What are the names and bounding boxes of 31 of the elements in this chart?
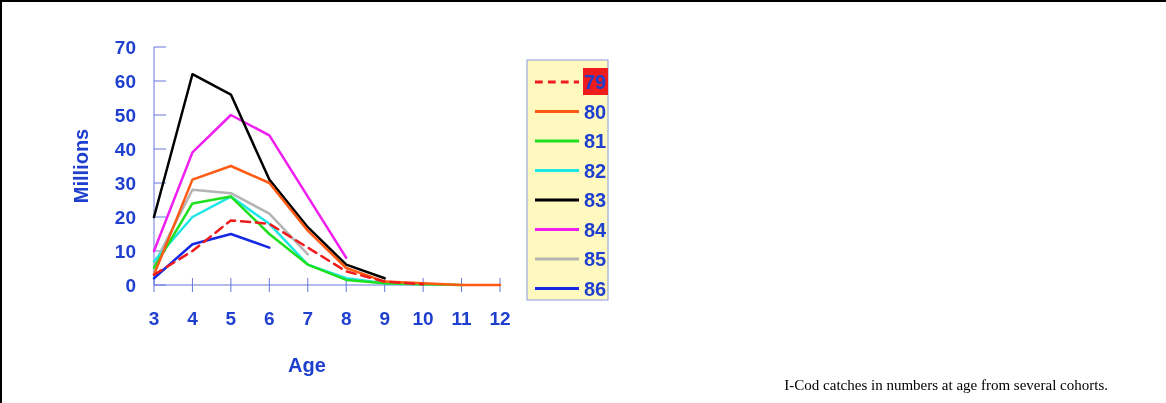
legend-label: 85 xyxy=(584,248,607,270)
y-tick-label: 40 xyxy=(114,138,136,160)
x-axis-title: Age xyxy=(288,354,326,376)
y-tick-label: 70 xyxy=(114,36,136,58)
y-axis-title: Millions xyxy=(70,128,92,204)
legend-label: 83 xyxy=(584,189,607,211)
x-tick-label: 6 xyxy=(264,308,275,329)
x-tick-label: 12 xyxy=(489,308,511,329)
x-tick-label: 4 xyxy=(187,308,199,329)
y-tick-label: 50 xyxy=(114,104,136,126)
x-tick-label: 5 xyxy=(225,308,237,329)
line-series xyxy=(152,72,386,280)
x-tick-label: 3 xyxy=(148,308,160,329)
y-tick-label: 60 xyxy=(114,70,136,92)
x-tick-label: 7 xyxy=(302,308,314,329)
text: I-Cod catches in numbers at age from several cohorts. xyxy=(784,377,1108,393)
line-series xyxy=(152,219,425,286)
x-tick-label: 10 xyxy=(412,308,434,329)
x-tick-label: 11 xyxy=(451,308,473,329)
line-series xyxy=(152,113,348,260)
legend-label: 80 xyxy=(584,100,607,123)
legend-label: 82 xyxy=(584,159,607,182)
legend-label: 84 xyxy=(584,218,608,241)
y-tick-label: 20 xyxy=(114,206,136,228)
x-tick-label: 8 xyxy=(340,308,352,329)
x-tick-label: 9 xyxy=(379,308,390,329)
y-tick-label: 0 xyxy=(125,274,136,296)
legend-label: 81 xyxy=(584,130,607,152)
legend-label: 86 xyxy=(584,277,607,300)
y-tick-label: 30 xyxy=(114,172,136,194)
y-tick-label: 10 xyxy=(114,240,136,262)
